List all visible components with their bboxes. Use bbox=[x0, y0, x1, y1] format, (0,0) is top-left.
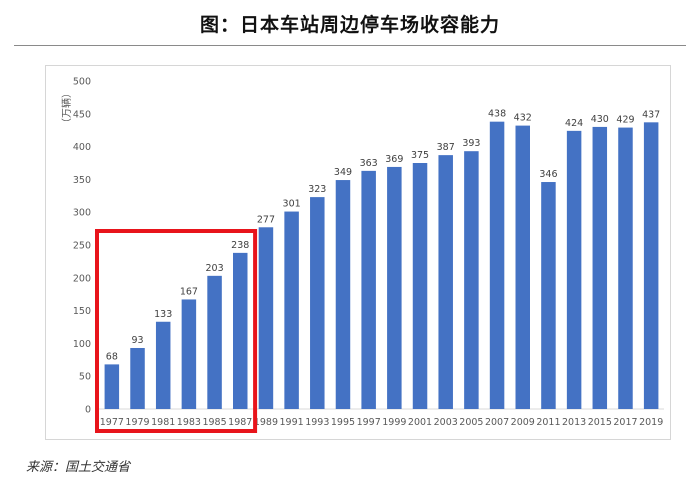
data-label-1985: 203 bbox=[205, 263, 223, 274]
x-tick-label-1989: 1989 bbox=[254, 417, 278, 428]
y-tick-label: 250 bbox=[73, 241, 91, 252]
y-tick-label: 100 bbox=[73, 339, 91, 350]
y-tick-label: 500 bbox=[73, 77, 91, 88]
y-tick-label: 400 bbox=[73, 142, 91, 153]
data-label-2019: 437 bbox=[642, 109, 660, 120]
data-label-1987: 238 bbox=[231, 240, 249, 251]
data-label-2003: 387 bbox=[437, 142, 455, 153]
data-label-1995: 349 bbox=[334, 167, 352, 178]
bar-2003 bbox=[438, 155, 453, 409]
x-tick-label-1999: 1999 bbox=[382, 417, 406, 428]
bar-1987 bbox=[233, 252, 248, 409]
y-tick-label: 200 bbox=[73, 273, 91, 284]
data-label-2015: 430 bbox=[591, 114, 609, 125]
x-tick-label-2005: 2005 bbox=[459, 417, 483, 428]
x-tick-label-1983: 1983 bbox=[177, 417, 201, 428]
bar-2009 bbox=[515, 125, 530, 409]
data-label-1983: 167 bbox=[180, 286, 198, 297]
data-label-2007: 438 bbox=[488, 109, 506, 120]
data-label-2013: 424 bbox=[565, 118, 583, 129]
x-tick-label-1987: 1987 bbox=[228, 417, 252, 428]
x-tick-label-2009: 2009 bbox=[511, 417, 535, 428]
x-tick-label-2007: 2007 bbox=[485, 417, 509, 428]
bar-2019 bbox=[643, 122, 659, 409]
data-label-2009: 432 bbox=[514, 113, 532, 124]
data-label-1991: 301 bbox=[283, 199, 301, 210]
data-label-1999: 369 bbox=[385, 154, 403, 165]
data-label-1981: 133 bbox=[154, 309, 172, 320]
bar-1997 bbox=[361, 170, 376, 409]
bar-2005 bbox=[464, 151, 479, 409]
data-label-1977: 68 bbox=[106, 351, 118, 362]
x-tick-label-2015: 2015 bbox=[588, 417, 612, 428]
x-tick-label-1991: 1991 bbox=[280, 417, 304, 428]
data-label-2001: 375 bbox=[411, 150, 429, 161]
x-tick-label-1997: 1997 bbox=[357, 417, 381, 428]
data-label-1993: 323 bbox=[308, 184, 326, 195]
y-tick-label: 450 bbox=[73, 109, 91, 120]
bar-1991 bbox=[284, 211, 299, 409]
data-label-2011: 346 bbox=[539, 169, 557, 180]
bar-2011 bbox=[541, 182, 556, 409]
x-tick-label-2011: 2011 bbox=[536, 417, 560, 428]
bar-1989 bbox=[258, 227, 274, 409]
bar-chart: 0 50 100 150 200 250 300 350 400 450 500（万辆） 68 1977… bbox=[60, 77, 664, 433]
x-tick-label-2019: 2019 bbox=[639, 417, 663, 428]
chart-area: 0 50 100 150 200 250 300 350 400 450 500 （万辆） 68 1977… bbox=[45, 65, 671, 440]
x-tick-label-2001: 2001 bbox=[408, 417, 432, 428]
data-label-1997: 363 bbox=[360, 158, 378, 169]
bar-2015 bbox=[592, 126, 608, 410]
y-tick-label: 150 bbox=[73, 306, 91, 317]
y-axis-label: （万辆） bbox=[60, 88, 73, 128]
x-tick-label-1993: 1993 bbox=[305, 417, 329, 428]
title-divider bbox=[14, 45, 686, 46]
y-tick-label: 50 bbox=[79, 372, 91, 383]
bar-2001 bbox=[412, 163, 428, 409]
x-tick-label-1979: 1979 bbox=[125, 417, 149, 428]
bar-2013 bbox=[566, 130, 582, 409]
x-tick-label-1985: 1985 bbox=[202, 417, 226, 428]
y-tick-label: 0 bbox=[85, 405, 91, 416]
y-tick-label: 300 bbox=[73, 208, 91, 219]
y-tick-label: 350 bbox=[73, 175, 91, 186]
x-tick-label-2013: 2013 bbox=[562, 417, 586, 428]
bar-1993 bbox=[310, 197, 325, 409]
data-label-1989: 277 bbox=[257, 214, 275, 225]
data-label-2017: 429 bbox=[616, 115, 634, 126]
bar-2017 bbox=[618, 127, 633, 410]
bar-1999 bbox=[387, 166, 402, 409]
x-tick-label-1995: 1995 bbox=[331, 417, 355, 428]
bar-1983 bbox=[181, 299, 197, 409]
chart-title: 图：日本车站周边停车场收容能力 bbox=[199, 14, 500, 36]
highlight-box bbox=[95, 229, 258, 433]
data-label-2005: 393 bbox=[462, 138, 480, 149]
data-label-1979: 93 bbox=[131, 335, 143, 346]
bar-1995 bbox=[335, 180, 351, 409]
bar-1981 bbox=[155, 321, 171, 409]
x-tick-label-1977: 1977 bbox=[100, 417, 124, 428]
x-tick-label-1981: 1981 bbox=[151, 417, 175, 428]
bar-1985 bbox=[207, 275, 222, 409]
x-tick-label-2003: 2003 bbox=[434, 417, 458, 428]
bar-1977 bbox=[104, 364, 120, 409]
x-tick-label-2017: 2017 bbox=[613, 417, 637, 428]
bar-2007 bbox=[489, 121, 505, 409]
source-note: 来源：国土交通省 bbox=[26, 460, 131, 475]
bar-1979 bbox=[130, 347, 145, 409]
